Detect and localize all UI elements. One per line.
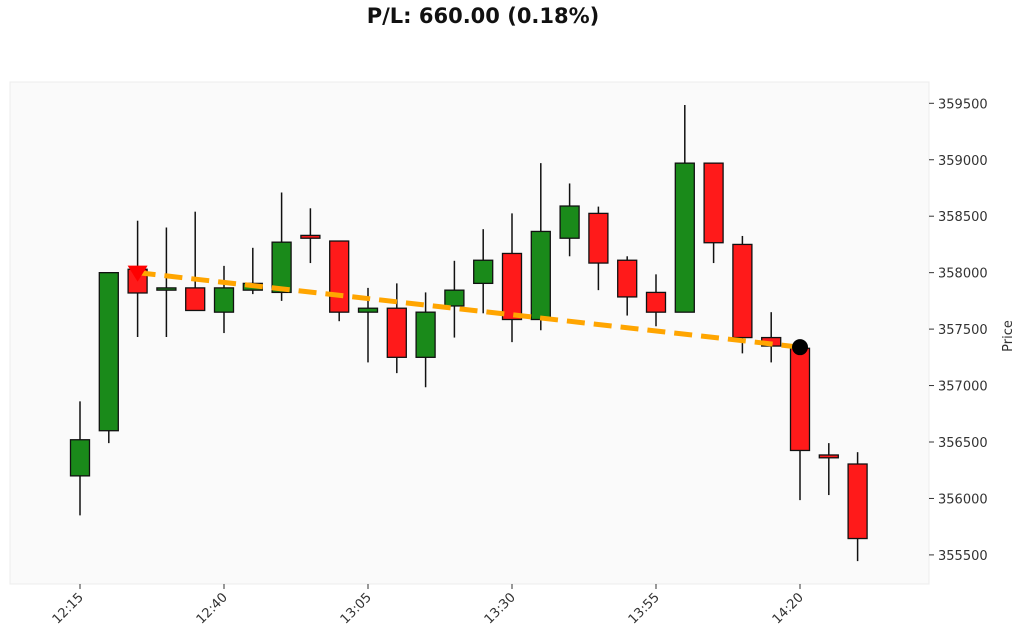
- candle-1420: [789, 347, 811, 501]
- candle-body-up: [98, 271, 119, 432]
- x-tick-label: 13:05: [338, 590, 375, 627]
- candle-body-down: [588, 212, 609, 264]
- y-tick-label: 358500: [938, 210, 988, 225]
- candle-1410: [732, 235, 753, 354]
- y-axis-label: Price: [1001, 320, 1016, 352]
- candle-body-down: [501, 252, 523, 321]
- candle-body-up: [213, 287, 235, 313]
- y-tick-label: 356500: [938, 436, 988, 451]
- entry-marker-icon: [127, 265, 148, 282]
- candle-body-up: [69, 439, 91, 477]
- candle-body-down: [732, 243, 753, 339]
- candle-1330: [501, 213, 523, 343]
- y-tick-label: 355500: [938, 549, 988, 564]
- candle-1315: [415, 292, 436, 388]
- candle-1250: [271, 192, 292, 301]
- candle-body-down: [789, 347, 811, 452]
- candle-body-down: [185, 287, 206, 312]
- candle-1320: [444, 260, 465, 338]
- candle-body-up: [530, 230, 551, 321]
- y-tick-label: 357000: [938, 380, 988, 395]
- candle-1340: [559, 183, 580, 257]
- candle-1355: [645, 274, 667, 327]
- candle-1425: [818, 443, 839, 496]
- candle-body-down: [818, 454, 839, 459]
- chart-title: P/L: 660.00 (0.18%): [366, 4, 600, 28]
- y-tick-label: 359500: [938, 97, 988, 112]
- candle-1220: [98, 271, 119, 444]
- candle-1300: [329, 240, 350, 322]
- candle-body-up: [156, 287, 177, 291]
- candle-1215: [69, 401, 91, 516]
- candle-body-down: [847, 463, 868, 540]
- x-tick-label: 13:30: [482, 590, 519, 627]
- x-tick-label: 14:20: [770, 590, 807, 627]
- candle-1240: [213, 265, 235, 334]
- candle-body-down: [329, 240, 350, 313]
- candle-1325: [473, 229, 494, 314]
- x-tick-label: 12:15: [50, 590, 87, 627]
- exit-marker-icon: [792, 339, 808, 356]
- candle-body-up: [674, 162, 695, 313]
- candle-body-down: [300, 234, 321, 239]
- candle-1345: [588, 206, 609, 291]
- y-tick-label: 359000: [938, 154, 988, 169]
- candle-body-down: [703, 162, 724, 244]
- trade-line: [137, 270, 801, 350]
- candle-1405: [703, 162, 724, 264]
- candle-body-up: [473, 259, 494, 285]
- candle-body-down: [617, 259, 638, 298]
- candle-1350: [617, 256, 638, 316]
- candle-1255: [300, 208, 321, 264]
- y-tick-label: 357500: [938, 323, 988, 338]
- candle-body-up: [357, 307, 379, 313]
- y-tick-label: 358000: [938, 267, 988, 282]
- candle-body-up: [444, 289, 465, 307]
- candle-1400: [674, 104, 695, 313]
- candle-1310: [386, 283, 407, 374]
- x-tick-label: 13:55: [626, 590, 663, 627]
- candle-body-up: [271, 241, 292, 294]
- candle-body-down: [386, 307, 407, 358]
- candle-body-down: [645, 291, 667, 313]
- x-tick-label: 12:40: [194, 590, 231, 627]
- candle-1430: [847, 452, 868, 562]
- candle-body-up: [415, 311, 436, 358]
- candle-body-up: [559, 205, 580, 239]
- candle-1235: [185, 211, 206, 312]
- plot-area: [9, 81, 930, 585]
- y-tick-label: 356000: [938, 492, 988, 507]
- candle-1230: [156, 227, 177, 338]
